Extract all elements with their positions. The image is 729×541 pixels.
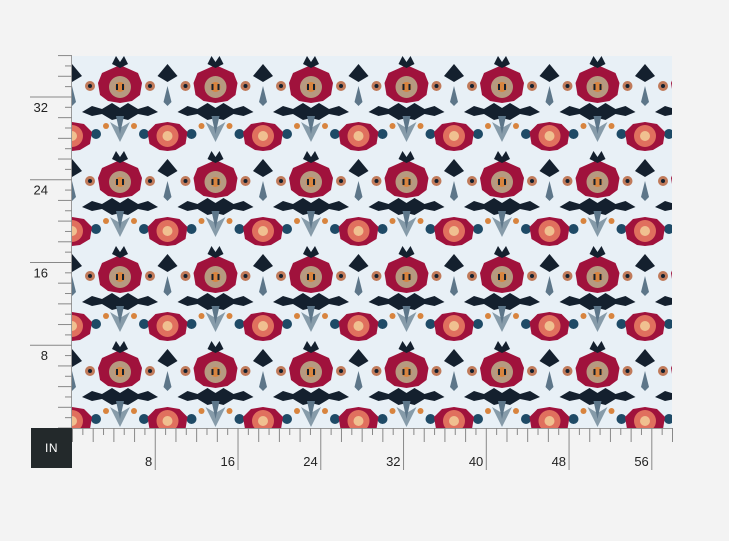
unit-label: IN	[45, 441, 58, 455]
ruler-label: 16	[221, 454, 235, 469]
ruler-label: 32	[386, 454, 400, 469]
ruler-label: 8	[41, 348, 48, 363]
ruler-label: 40	[469, 454, 483, 469]
ruler-label: 24	[34, 183, 48, 198]
ruler-label: 24	[303, 454, 317, 469]
ruler-label: 8	[145, 454, 152, 469]
unit-toggle-button[interactable]: IN	[31, 428, 72, 468]
ruler-label: 16	[34, 265, 48, 280]
ruler-label: 56	[634, 454, 648, 469]
vertical-ruler: 8 16 24 32	[30, 55, 72, 429]
fabric-pattern-preview	[72, 56, 672, 428]
ruler-label: 32	[34, 100, 48, 115]
ruler-label: 48	[552, 454, 566, 469]
horizontal-ruler: 8 16 24 32 40 48 56	[72, 428, 673, 470]
